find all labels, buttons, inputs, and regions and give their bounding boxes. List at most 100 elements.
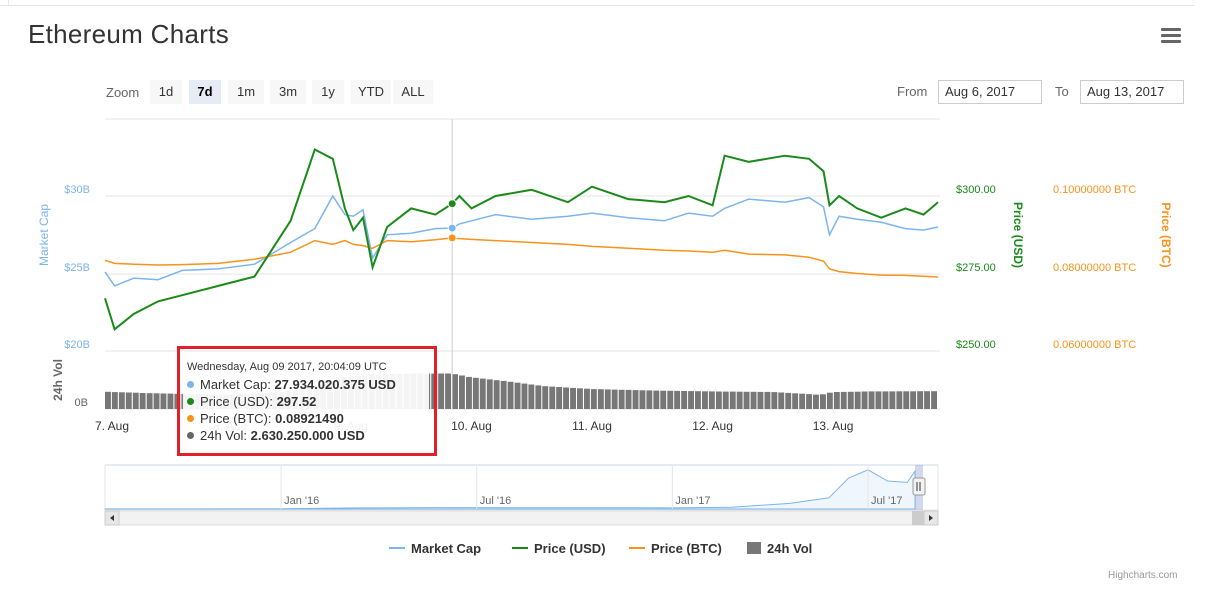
to-date-input[interactable]: Aug 13, 2017 [1080,80,1184,104]
tooltip-row-volume: 24h Vol: 2.630.250.000 USD [187,428,365,443]
zoom-button-3m[interactable]: 3m [270,80,306,104]
navigator-tick-label: Jan '17 [675,495,710,507]
volume-bar [771,392,778,409]
volume-bar [514,382,521,409]
volume-bar [625,389,632,409]
tooltip-label: Price (BTC): [200,411,272,426]
volume-tick: 0B [75,397,88,409]
volume-bar [868,391,875,409]
volume-bar [882,391,889,409]
zoom-button-7d[interactable]: 7d [189,80,221,104]
volume-bar [743,391,750,409]
volume-bar [931,391,937,409]
zoom-button-1y[interactable]: 1y [312,80,344,104]
series-dot-icon [187,398,194,405]
usd-tick: $275.00 [956,262,996,274]
volume-bar [764,391,771,409]
volume-bar [507,381,514,409]
volume-bar [146,393,153,409]
volume-bar [646,390,653,409]
mcap-tick: $25B [64,262,90,274]
to-label: To [1055,84,1069,99]
mcap-tick: $20B [64,339,90,351]
zoom-button-1m[interactable]: 1m [228,80,264,104]
usd-tick: $300.00 [956,184,996,196]
volume-bar [452,374,458,409]
volume-bar [778,392,785,409]
scroll-right-arrow-icon [929,515,933,521]
legend-label: Price (USD) [534,541,606,556]
hamburger-menu-icon[interactable] [1161,28,1181,44]
navigator-handle[interactable] [912,477,926,496]
tooltip-row-market-cap: Market Cap: 27.934.020.375 USD [187,377,396,392]
series-dot-icon [187,415,194,422]
volume-bar [105,391,111,409]
volume-bar [590,389,597,409]
volume-bar [570,387,576,409]
volume-bar [486,379,493,409]
volume-bar [653,390,660,409]
volume-bar [466,376,472,409]
volume-bar [632,390,639,409]
volume-bar [917,391,924,409]
legend-item-volume[interactable]: 24h Vol [747,541,812,556]
price-usd-hover-point [447,199,457,209]
tooltip-value: 2.630.250.000 USD [250,428,365,443]
scrollbar-track[interactable] [104,510,939,526]
x-axis-tick-label: 11. Aug [572,419,612,433]
volume-bar [542,386,549,409]
legend-line-icon [629,547,645,549]
tooltip-label: Price (USD): [200,394,273,409]
volume-bar [736,391,743,409]
volume-bar [861,391,868,409]
volume-bar [854,391,861,409]
volume-bar [715,391,722,409]
volume-bar [549,386,556,409]
from-date-input[interactable]: Aug 6, 2017 [938,80,1042,104]
volume-bar [729,391,736,409]
volume-bar [597,389,604,409]
volume-bar [896,391,903,409]
legend-item-price-usd[interactable]: Price (USD) [512,541,606,556]
volume-bar [438,373,445,409]
volume-bar [702,391,708,409]
usd-tick: $250.00 [956,339,996,351]
volume-bar [493,380,500,409]
tooltip-row-price-usd: Price (USD): 297.52 [187,394,316,409]
legend-bar-icon [747,542,761,554]
price-usd-axis-title: Price (USD) [1011,202,1025,268]
top-border-left [8,0,9,6]
volume-bar [563,387,569,409]
volume-bar [833,392,840,409]
zoom-label: Zoom [106,85,140,100]
volume-bar [785,392,792,409]
zoom-button-ytd[interactable]: YTD [351,80,391,104]
market-cap-axis-title: Market Cap [37,204,51,266]
legend-item-market-cap[interactable]: Market Cap [389,541,481,556]
zoom-button-1d[interactable]: 1d [150,80,182,104]
scrollbar-thumb[interactable] [912,511,924,525]
volume-bar [139,393,146,409]
market-cap-hover-point [447,223,457,233]
volume-bar [459,375,465,409]
volume-bar [556,387,563,409]
legend-label: 24h Vol [767,541,813,556]
zoom-button-all[interactable]: ALL [393,80,433,104]
legend-item-price-btc[interactable]: Price (BTC) [629,541,722,556]
x-axis-tick-label: 7. Aug [95,419,129,433]
volume-bar [500,380,507,409]
chart-tooltip: Wednesday, Aug 09 2017, 20:04:09 UTC Mar… [183,352,429,448]
legend-label: Market Cap [411,541,482,556]
credits-link[interactable]: Highcharts.com [1108,570,1178,581]
volume-bar [445,373,451,409]
volume-bar [792,393,799,409]
volume-bar [660,390,667,409]
volume-bar [695,391,701,409]
btc-tick: 0.10000000 BTC [1053,184,1136,196]
volume-bar [577,388,583,409]
volume-bar [521,383,528,409]
series-dot-icon [187,381,194,388]
volume-bar [681,391,688,409]
tooltip-value: 27.934.020.375 USD [274,377,396,392]
